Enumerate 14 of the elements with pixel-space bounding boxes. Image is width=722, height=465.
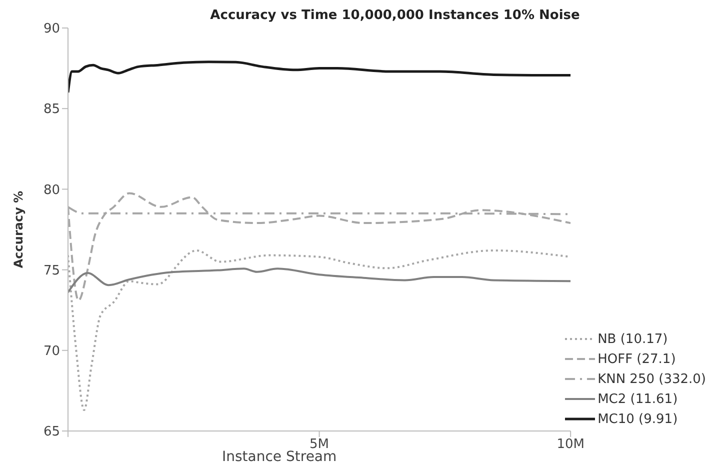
y-tick-label: 70 bbox=[43, 344, 60, 360]
legend-label: MC10 (9.91) bbox=[598, 412, 678, 426]
y-tick-label: 90 bbox=[43, 22, 60, 37]
legend-label: NB (10.17) bbox=[598, 332, 668, 346]
y-tick-label: 85 bbox=[43, 102, 60, 118]
x-tick-label: 10M bbox=[556, 437, 584, 452]
y-tick-label: 80 bbox=[43, 182, 60, 198]
chart-title: Accuracy vs Time 10,000,000 Instances 10% Noise bbox=[209, 8, 581, 23]
legend-label: KNN 250 (332.0) bbox=[598, 372, 706, 386]
y-tick-label: 65 bbox=[43, 424, 60, 440]
y-axis-title: Accuracy % bbox=[11, 190, 26, 268]
y-tick-label: 75 bbox=[43, 263, 60, 278]
legend-label: HOFF (27.1) bbox=[598, 352, 676, 366]
legend-label: MC2 (11.61) bbox=[598, 392, 678, 406]
